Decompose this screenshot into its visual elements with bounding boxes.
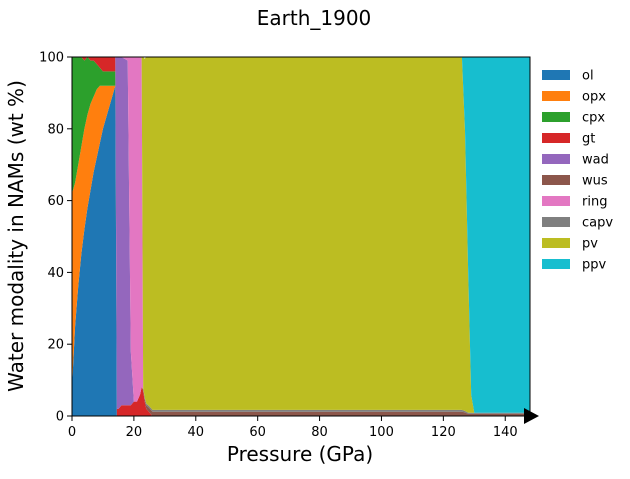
x-tick-label: 0 — [68, 425, 76, 440]
legend-label-gt: gt — [582, 132, 595, 147]
legend-swatch-pv — [542, 238, 570, 248]
area-pv — [72, 57, 530, 413]
chart-title: Earth_1900 — [257, 6, 372, 30]
legend-label-cpx: cpx — [582, 111, 605, 126]
x-tick-label: 140 — [493, 425, 518, 440]
x-axis-ticks: 0 20 40 60 80 100 120 140 — [68, 416, 518, 440]
x-axis-label: Pressure (GPa) — [227, 442, 373, 466]
y-axis-ticks: 0 20 40 60 80 100 — [39, 51, 72, 425]
legend-label-ol: ol — [582, 69, 594, 84]
y-tick-label: 100 — [39, 51, 64, 66]
y-tick-label: 60 — [47, 194, 64, 209]
legend-swatch-wad — [542, 154, 570, 164]
y-tick-label: 20 — [47, 338, 64, 353]
area-wad — [72, 57, 530, 416]
y-tick-label: 80 — [47, 122, 64, 137]
legend-swatch-ol — [542, 70, 570, 80]
legend-swatch-opx — [542, 91, 570, 101]
x-axis-arrow-icon — [524, 408, 539, 424]
y-tick-label: 0 — [56, 410, 64, 425]
legend-label-opx: opx — [582, 90, 606, 105]
legend: ol opx cpx gt wad wus ring capv pv ppv — [542, 69, 613, 273]
legend-swatch-wus — [542, 175, 570, 185]
series-areas — [72, 57, 530, 416]
y-axis-label: Water modality in NAMs (wt %) — [4, 80, 28, 392]
legend-swatch-ppv — [542, 259, 570, 269]
area-ppv — [72, 57, 530, 413]
x-tick-label: 80 — [311, 425, 328, 440]
legend-label-capv: capv — [582, 216, 613, 231]
legend-swatch-gt — [542, 133, 570, 143]
legend-label-ppv: ppv — [582, 258, 607, 273]
y-tick-label: 40 — [47, 266, 64, 281]
x-tick-label: 100 — [369, 425, 394, 440]
legend-label-wus: wus — [582, 174, 608, 189]
plot-frame — [71, 56, 531, 417]
legend-swatch-ring — [542, 196, 570, 206]
legend-swatch-capv — [542, 217, 570, 227]
legend-swatch-cpx — [542, 112, 570, 122]
legend-label-wad: wad — [582, 153, 609, 168]
x-tick-label: 60 — [249, 425, 266, 440]
x-tick-label: 20 — [126, 425, 143, 440]
x-tick-label: 120 — [431, 425, 456, 440]
legend-label-ring: ring — [582, 195, 607, 210]
x-tick-label: 40 — [188, 425, 205, 440]
legend-label-pv: pv — [582, 237, 598, 252]
